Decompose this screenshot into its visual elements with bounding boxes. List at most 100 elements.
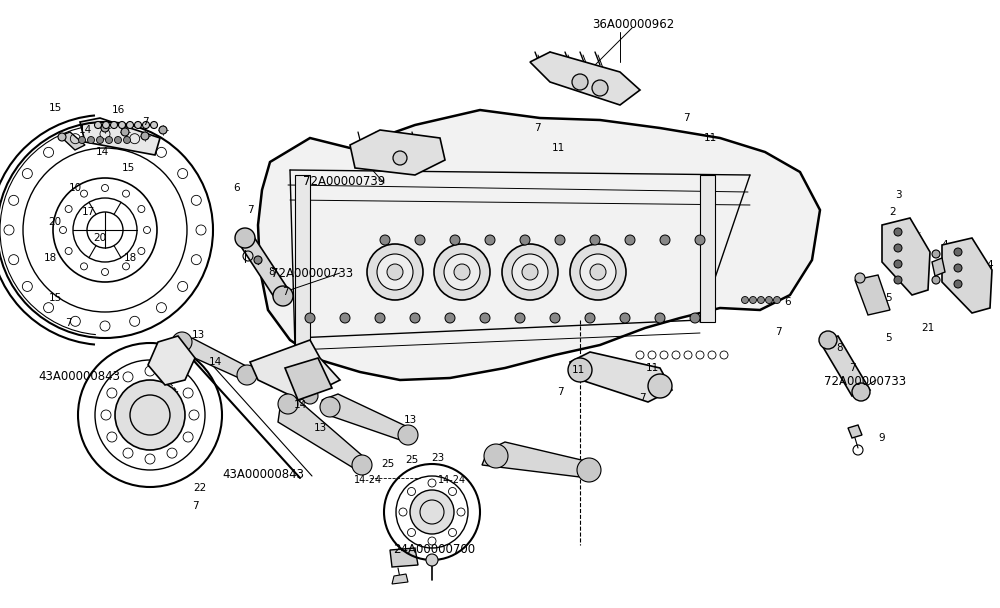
Text: 18: 18 [43, 253, 57, 263]
Text: 8: 8 [837, 343, 843, 353]
Text: 7: 7 [142, 117, 148, 127]
Circle shape [570, 244, 626, 300]
Text: 11: 11 [571, 365, 585, 375]
Circle shape [484, 444, 508, 468]
Text: 17: 17 [81, 207, 95, 217]
Text: 22: 22 [193, 483, 207, 493]
Text: 15: 15 [121, 163, 135, 173]
Text: 15: 15 [48, 103, 62, 113]
Circle shape [445, 313, 455, 323]
Circle shape [568, 358, 592, 382]
Circle shape [302, 388, 318, 404]
Polygon shape [482, 442, 590, 478]
Text: 4: 4 [987, 260, 993, 270]
Text: 21: 21 [921, 323, 935, 333]
Text: 72A00000733: 72A00000733 [824, 375, 906, 388]
Circle shape [305, 313, 315, 323]
Circle shape [426, 554, 438, 566]
Circle shape [126, 122, 134, 128]
Text: 11: 11 [551, 143, 565, 153]
Circle shape [894, 228, 902, 236]
Polygon shape [350, 130, 445, 175]
Circle shape [774, 297, 780, 303]
Text: 14: 14 [78, 125, 92, 135]
Text: 7: 7 [557, 387, 563, 397]
Circle shape [655, 313, 665, 323]
Polygon shape [295, 175, 310, 348]
Text: 7: 7 [534, 123, 540, 133]
Text: 16: 16 [111, 105, 125, 115]
Text: 9: 9 [879, 433, 885, 443]
Polygon shape [700, 175, 715, 322]
Text: 24A00000700: 24A00000700 [393, 543, 475, 556]
Circle shape [520, 235, 530, 245]
Circle shape [454, 264, 470, 280]
Polygon shape [570, 352, 672, 402]
Circle shape [367, 244, 423, 300]
Polygon shape [60, 132, 85, 150]
Polygon shape [148, 336, 195, 385]
Circle shape [410, 490, 454, 534]
Circle shape [134, 122, 142, 128]
Circle shape [502, 244, 558, 300]
Circle shape [398, 425, 418, 445]
Circle shape [648, 374, 672, 398]
Text: 14: 14 [95, 147, 109, 157]
Circle shape [580, 254, 616, 290]
Polygon shape [250, 340, 340, 400]
Circle shape [143, 122, 150, 128]
Circle shape [485, 235, 495, 245]
Circle shape [415, 235, 425, 245]
Polygon shape [322, 394, 410, 442]
Text: 13: 13 [191, 330, 205, 340]
Text: 14-24: 14-24 [438, 475, 466, 485]
Circle shape [375, 313, 385, 323]
Circle shape [380, 235, 390, 245]
Text: 23: 23 [431, 453, 445, 463]
Circle shape [106, 137, 112, 143]
Text: 6: 6 [234, 183, 240, 193]
Text: 2: 2 [890, 207, 896, 217]
Text: 1: 1 [885, 227, 891, 237]
Text: 20: 20 [93, 233, 107, 243]
Circle shape [954, 280, 962, 288]
Circle shape [78, 137, 86, 143]
Circle shape [159, 126, 167, 134]
Circle shape [750, 297, 757, 303]
Circle shape [590, 264, 606, 280]
Text: 25: 25 [381, 459, 395, 469]
Circle shape [625, 235, 635, 245]
Text: 43A00000843: 43A00000843 [222, 468, 304, 481]
Circle shape [410, 313, 420, 323]
Circle shape [377, 254, 413, 290]
Circle shape [172, 332, 192, 352]
Circle shape [954, 264, 962, 272]
Text: 11: 11 [703, 133, 717, 143]
Circle shape [94, 122, 102, 128]
Circle shape [110, 122, 118, 128]
Text: 18: 18 [123, 253, 137, 263]
Circle shape [235, 228, 255, 248]
Circle shape [124, 137, 130, 143]
Text: 1: 1 [947, 275, 953, 285]
Circle shape [515, 313, 525, 323]
Circle shape [577, 458, 601, 482]
Circle shape [480, 313, 490, 323]
Text: 7: 7 [849, 363, 855, 373]
Text: 7: 7 [282, 287, 288, 297]
Circle shape [121, 128, 129, 136]
Circle shape [766, 297, 772, 303]
Circle shape [387, 264, 403, 280]
Polygon shape [820, 336, 870, 396]
Text: 5: 5 [885, 293, 891, 303]
Text: 10: 10 [68, 183, 82, 193]
Circle shape [592, 80, 608, 96]
Circle shape [115, 380, 185, 450]
Text: 14: 14 [293, 400, 307, 410]
Polygon shape [80, 118, 160, 155]
Text: 7: 7 [683, 113, 689, 123]
Circle shape [119, 122, 126, 128]
Text: 72A00000739: 72A00000739 [303, 175, 385, 188]
Text: 7: 7 [192, 501, 198, 511]
Circle shape [555, 235, 565, 245]
